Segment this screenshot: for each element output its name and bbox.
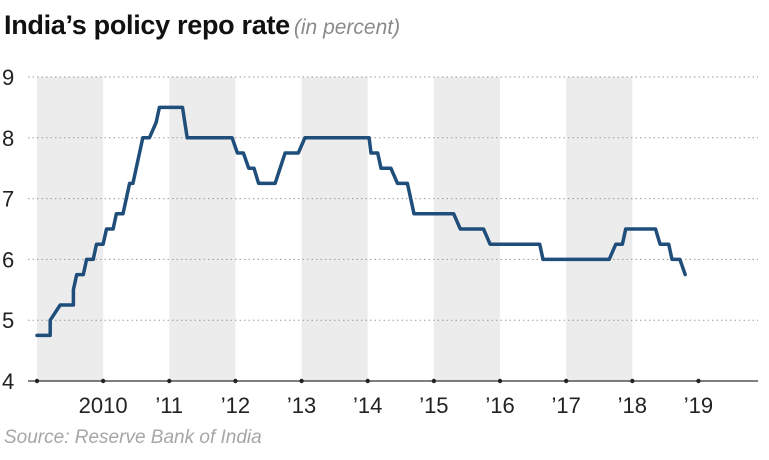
shaded-band	[37, 77, 104, 381]
x-tick-label: ’17	[551, 393, 580, 418]
x-axis-marker	[299, 378, 304, 384]
x-tick-label: ’11	[155, 393, 183, 418]
shaded-band	[169, 77, 236, 381]
y-tick-label: 7	[2, 187, 14, 212]
x-axis-marker	[167, 378, 172, 384]
x-tick-label: ’15	[419, 393, 448, 418]
x-axis-marker	[34, 378, 40, 384]
x-axis-marker	[431, 378, 437, 384]
y-tick-label: 6	[2, 247, 14, 272]
y-tick-label: 9	[2, 65, 14, 90]
shaded-band	[566, 77, 633, 381]
x-tick-label: ’18	[618, 393, 647, 418]
x-tick-label: ’19	[684, 393, 713, 418]
repo-rate-line	[35, 105, 687, 338]
chart-header: India’s policy repo rate (in percent)	[4, 10, 400, 41]
source-note: Source: Reserve Bank of India	[4, 427, 262, 448]
x-tick-label: ’16	[485, 393, 514, 418]
x-tick-label: ’12	[221, 393, 250, 418]
x-axis-marker	[365, 378, 370, 384]
x-axis-marker	[497, 378, 503, 384]
x-axis-marker	[563, 378, 569, 384]
x-axis-marker	[233, 378, 238, 384]
y-tick-label: 8	[2, 126, 14, 151]
x-axis-marker	[696, 378, 701, 384]
y-tick-label: 5	[2, 308, 14, 333]
x-tick-label: ’14	[353, 393, 382, 418]
chart-subtitle: (in percent)	[293, 16, 401, 39]
y-tick-label: 4	[2, 369, 14, 394]
x-axis-marker	[630, 378, 635, 384]
chart-title: India’s policy repo rate	[4, 10, 290, 40]
x-axis-marker	[100, 378, 106, 384]
x-tick-label: 2010	[79, 393, 128, 418]
shaded-band	[301, 77, 368, 381]
x-tick-label: ’13	[287, 393, 316, 418]
